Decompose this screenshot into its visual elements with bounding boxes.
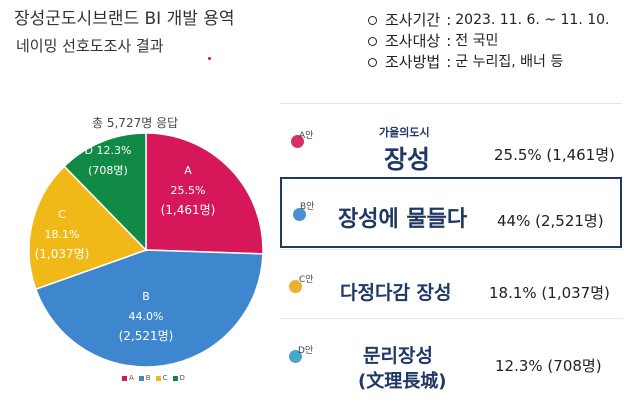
survey-period-row: 조사기간 : 2023. 11. 6. ~ 11. 10. — [368, 10, 609, 31]
colon: : — [446, 53, 452, 71]
page-subtitle: 네이밍 선호도조사 결과 — [16, 37, 164, 55]
pie-chart: 총 5,727명 응답 A 25.5% (1,461명) B 44.0% (2,521명)… — [18, 114, 288, 400]
option-d-marker-icon — [289, 350, 302, 363]
option-b-name: 장성에 물들다 — [338, 207, 468, 232]
option-a-name: 장성 — [384, 145, 431, 174]
colon: : — [446, 11, 452, 29]
legend-swatch — [138, 375, 144, 381]
pie-slice-b — [34, 249, 264, 368]
title-block: 장성군도시브랜드 BI 개발 용역 네이밍 선호도조사 결과 — [14, 8, 235, 56]
survey-method-value: 군 누리집, 배너 등 — [455, 54, 564, 70]
option-c-tag: C안 — [299, 275, 314, 285]
bullet-circle-icon — [368, 37, 377, 46]
option-a: A안 가을의도시 장성 25.5% (1,461명) — [280, 106, 622, 174]
chart-caption: 총 5,727명 응답 — [92, 116, 179, 130]
slice-label-b: 44.0% — [129, 310, 164, 323]
legend-item-c: C — [155, 374, 168, 382]
divider — [280, 318, 622, 319]
legend-item-a: A — [122, 374, 134, 382]
option-c: C안 다정다감 장성 18.1% (1,037명) — [280, 252, 622, 318]
survey-period-label: 조사기간 — [385, 11, 441, 29]
slice-label-c: C — [58, 208, 66, 221]
slice-label-c: 18.1% — [45, 228, 80, 241]
option-b-tag: B안 — [300, 202, 315, 212]
survey-info: 조사기간 : 2023. 11. 6. ~ 11. 10. 조사대상 : 전 국… — [368, 10, 609, 73]
survey-period-value: 2023. 11. 6. ~ 11. 10. — [455, 12, 610, 28]
pie-slice-a — [145, 132, 264, 255]
divider — [280, 103, 622, 104]
page-title: 장성군도시브랜드 BI 개발 용역 — [14, 9, 235, 29]
slice-label-a: A — [184, 164, 192, 177]
option-b-stat: 44% (2,521명) — [497, 212, 604, 230]
option-a-stat: 25.5% (1,461명) — [494, 146, 615, 164]
slice-label-d: D 12.3% — [85, 144, 132, 157]
legend-swatch — [155, 375, 161, 381]
decorative-dot — [208, 57, 211, 60]
legend-label: B — [145, 374, 151, 382]
pie-chart-svg: A 25.5% (1,461명) B 44.0% (2,521명) C 18.1% (1,037… — [28, 132, 264, 368]
divider — [280, 249, 622, 250]
option-d-tag: D안 — [298, 346, 314, 356]
survey-method-row: 조사방법 : 군 누리집, 배너 등 — [368, 52, 609, 73]
legend-item-b: B — [138, 374, 151, 382]
legend-label: A — [129, 374, 134, 382]
chart-legend: A B C D — [122, 374, 190, 382]
legend-label: C — [162, 374, 168, 382]
bullet-circle-icon — [368, 16, 377, 25]
survey-target-label: 조사대상 — [385, 32, 441, 50]
option-d-name-hanja: (文理長城) — [358, 371, 447, 392]
option-b: B안 장성에 물들다 44% (2,521명) — [280, 177, 622, 248]
option-c-name: 다정다감 장성 — [340, 282, 452, 304]
slice-label-a: 25.5% — [171, 184, 206, 197]
legend-swatch — [122, 375, 127, 381]
option-b-marker-icon — [293, 208, 306, 221]
bullet-circle-icon — [368, 58, 377, 67]
colon: : — [446, 32, 452, 50]
legend-item-d: D — [172, 374, 185, 382]
option-a-subtitle: 가을의도시 — [379, 126, 430, 139]
pie-slice-c — [28, 165, 148, 291]
legend-swatch — [172, 375, 178, 381]
legend-label: D — [179, 374, 185, 382]
option-d-name: 문리장성 — [363, 345, 433, 367]
survey-target-value: 전 국민 — [455, 33, 499, 49]
option-c-marker-icon — [289, 280, 302, 293]
option-d: D안 문리장성 (文理長城) 12.3% (708명) — [280, 321, 622, 401]
option-a-marker-icon — [291, 135, 304, 148]
option-a-tag: A안 — [299, 131, 314, 141]
survey-method-label: 조사방법 — [385, 53, 441, 71]
slice-label-c: (1,037명) — [35, 247, 90, 261]
slice-label-b: B — [142, 290, 150, 303]
option-c-stat: 18.1% (1,037명) — [489, 284, 610, 302]
slice-label-d: (708명) — [88, 164, 128, 177]
slice-label-a: (1,461명) — [161, 203, 216, 217]
option-d-stat: 12.3% (708명) — [495, 357, 602, 375]
survey-target-row: 조사대상 : 전 국민 — [368, 31, 609, 52]
slice-label-b: (2,521명) — [119, 329, 174, 343]
pie-slice-d — [63, 132, 147, 252]
